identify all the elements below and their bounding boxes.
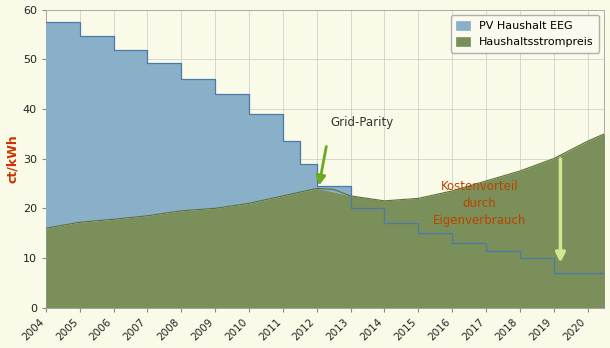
Legend: PV Haushalt EEG, Haushaltsstrompreis: PV Haushalt EEG, Haushaltsstrompreis — [451, 15, 599, 53]
Text: Kostenvorteil
durch
Eigenverbrauch: Kostenvorteil durch Eigenverbrauch — [432, 180, 526, 227]
Text: Grid-Parity: Grid-Parity — [330, 116, 393, 129]
Y-axis label: ct/kWh: ct/kWh — [5, 134, 18, 183]
